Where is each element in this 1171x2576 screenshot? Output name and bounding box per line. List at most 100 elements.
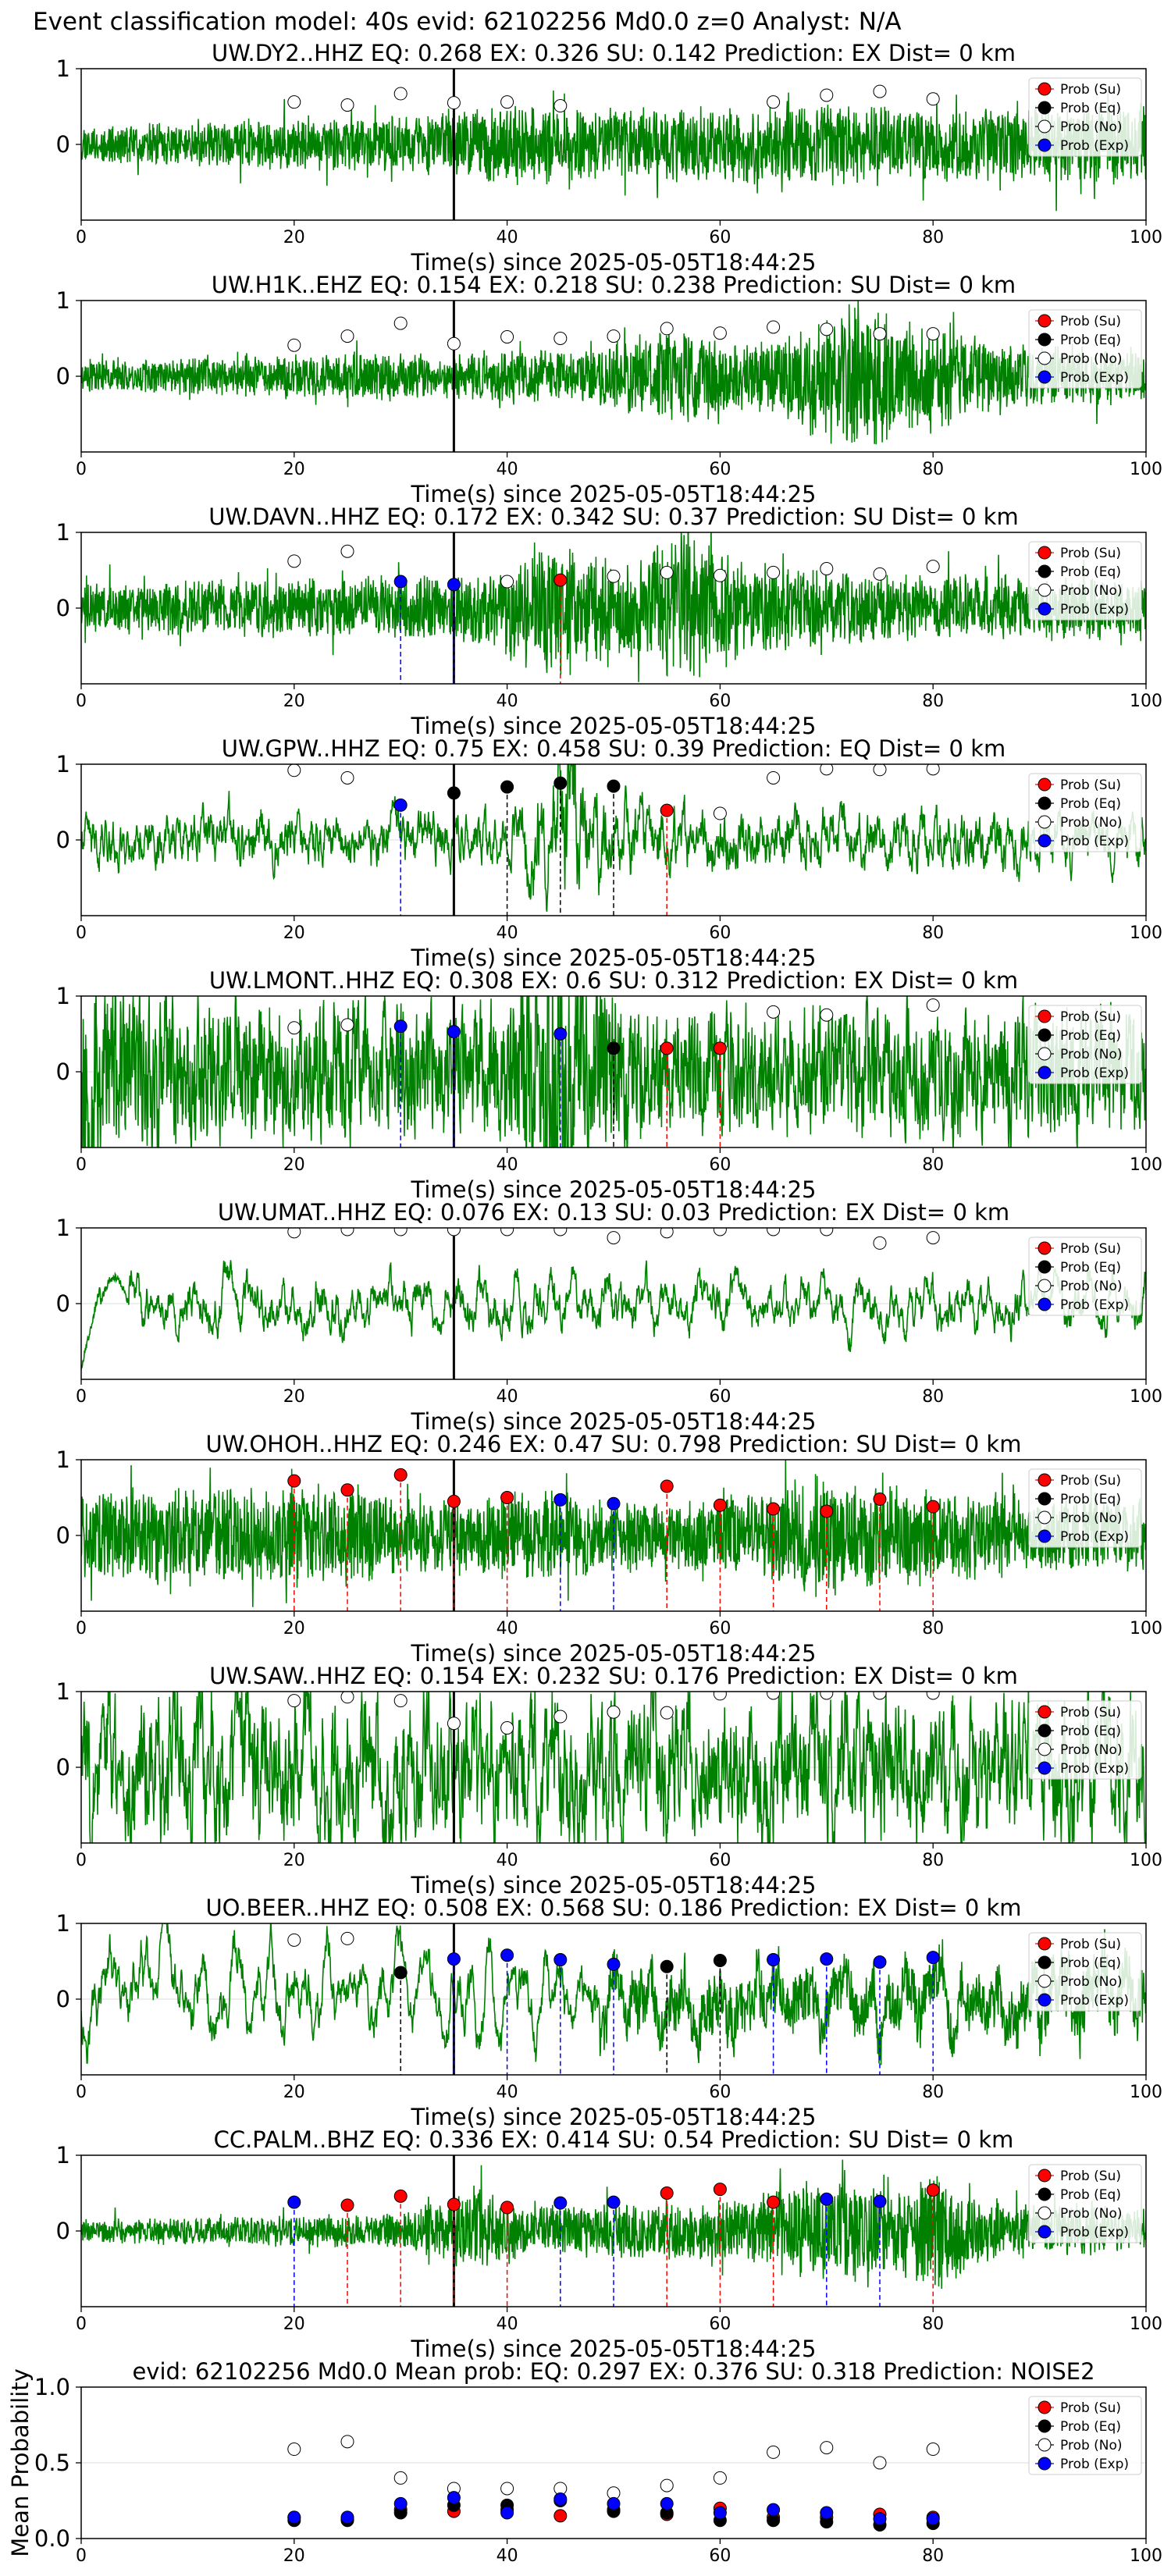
window-marker-no [393, 87, 408, 101]
window-marker-exp [553, 1953, 568, 1967]
window-marker-eq [500, 780, 514, 794]
x-tick-label: 60 [709, 1851, 731, 1870]
window-marker-no [553, 99, 568, 113]
x-tick-label: 40 [497, 923, 518, 943]
x-tick-label: 20 [283, 923, 305, 943]
legend-marker-no [1038, 815, 1052, 829]
window-marker-exp [820, 1952, 834, 1966]
legend-label-eq: Prob (Eq) [1060, 1260, 1121, 1276]
figure-title: Event classification model: 40s evid: 62… [33, 8, 902, 36]
legend-marker-eq [1038, 101, 1052, 115]
y-tick-label: 0.5 [34, 2450, 70, 2476]
window-marker-no [553, 1710, 568, 1724]
legend-marker-no [1038, 1510, 1052, 1525]
mean-marker-no [767, 2445, 781, 2459]
window-marker-no [926, 560, 940, 574]
legend-label-no: Prob (No) [1060, 583, 1123, 599]
window-marker-no [926, 327, 940, 341]
x-tick-label: 0 [76, 1851, 87, 1870]
x-tick-label: 100 [1130, 1619, 1162, 1638]
x-axis-label: Time(s) since 2025-05-05T18:44:25 [411, 945, 817, 971]
window-marker-no [820, 764, 834, 776]
window-marker-su [660, 1479, 674, 1493]
window-marker-no [287, 1021, 301, 1035]
legend-marker-eq [1038, 2187, 1052, 2201]
legend-label-su: Prob (Su) [1060, 1473, 1121, 1489]
x-tick-label: 100 [1130, 2314, 1162, 2334]
legend-label-exp: Prob (Exp) [1060, 1529, 1129, 1545]
legend-label-eq: Prob (Eq) [1060, 101, 1121, 116]
legend-label-eq: Prob (Eq) [1060, 2419, 1121, 2435]
legend-marker-eq [1038, 1260, 1052, 1274]
window-marker-su [500, 1491, 514, 1504]
window-marker-eq [713, 1954, 727, 1968]
window-marker-no [607, 1705, 621, 1719]
y-tick-label: 1 [56, 1910, 70, 1937]
x-tick-label: 100 [1130, 460, 1162, 479]
window-marker-no [500, 575, 514, 589]
window-marker-no [713, 806, 727, 820]
window-marker-su [713, 1498, 727, 1512]
mean-marker-su [553, 2509, 568, 2523]
legend-label-no: Prob (No) [1060, 1974, 1123, 1990]
y-tick-label: 1 [56, 983, 70, 1009]
y-tick-label: 0 [56, 1059, 70, 1085]
legend-label-no: Prob (No) [1060, 1279, 1123, 1294]
window-marker-no [767, 1692, 781, 1700]
mean-marker-exp [553, 2492, 568, 2507]
legend-label-no: Prob (No) [1060, 351, 1123, 367]
x-tick-label: 100 [1130, 2546, 1162, 2566]
window-marker-eq [607, 1041, 621, 1055]
legend-label-su: Prob (Su) [1060, 2400, 1121, 2416]
panel-uw-davn-hhz: UW.DAVN..HHZ EQ: 0.172 EX: 0.342 SU: 0.3… [56, 503, 1162, 739]
plot-area [81, 1923, 1146, 2075]
legend-box [1028, 1700, 1142, 1780]
panel-title: UW.GPW..HHZ EQ: 0.75 EX: 0.458 SU: 0.39 … [222, 735, 1006, 762]
x-tick-label: 80 [922, 1619, 944, 1638]
legend-marker-exp [1038, 370, 1052, 384]
x-tick-label: 20 [283, 228, 305, 247]
window-marker-eq [660, 1959, 674, 1973]
x-tick-label: 20 [283, 2083, 305, 2102]
y-tick-label: 1 [56, 1446, 70, 1473]
legend-marker-su [1038, 1009, 1052, 1023]
x-tick-label: 0 [76, 1387, 87, 1407]
plot-area [81, 301, 1146, 452]
x-tick-label: 100 [1130, 1851, 1162, 1870]
x-tick-label: 40 [497, 460, 518, 479]
legend-marker-su [1038, 1473, 1052, 1487]
window-marker-no [500, 1721, 514, 1735]
x-tick-label: 0 [76, 2546, 87, 2566]
window-marker-no [820, 88, 834, 102]
panel-title: evid: 62102256 Md0.0 Mean prob: EQ: 0.29… [132, 2358, 1094, 2385]
waveform-trace [81, 1460, 1146, 1607]
window-marker-no [340, 770, 354, 785]
x-tick-label: 60 [709, 692, 731, 711]
window-marker-no [873, 84, 887, 98]
window-marker-no [340, 329, 354, 343]
legend-marker-eq [1038, 1724, 1052, 1738]
mean-marker-exp [340, 2510, 354, 2524]
legend-label-no: Prob (No) [1060, 119, 1123, 135]
x-tick-label: 100 [1130, 228, 1162, 247]
mean-marker-exp [767, 2503, 781, 2517]
x-tick-label: 60 [709, 2314, 731, 2334]
x-tick-label: 60 [709, 1387, 731, 1407]
legend-label-eq: Prob (Eq) [1060, 564, 1121, 580]
y-tick-label: 1.0 [34, 2374, 70, 2400]
legend-label-eq: Prob (Eq) [1060, 1492, 1121, 1507]
legend-label-su: Prob (Su) [1060, 1241, 1121, 1257]
window-marker-exp [820, 2192, 834, 2206]
window-marker-eq [447, 786, 461, 800]
window-marker-exp [553, 1493, 568, 1507]
mean-marker-exp [820, 2506, 834, 2520]
window-marker-no [660, 1228, 674, 1239]
window-marker-no [820, 1228, 834, 1236]
window-marker-su [340, 1483, 354, 1497]
x-tick-label: 20 [283, 2546, 305, 2566]
legend-label-no: Prob (No) [1060, 815, 1123, 831]
legend-marker-exp [1038, 1297, 1052, 1311]
plot-area [81, 532, 1146, 684]
window-marker-no [820, 322, 834, 336]
x-tick-label: 0 [76, 692, 87, 711]
